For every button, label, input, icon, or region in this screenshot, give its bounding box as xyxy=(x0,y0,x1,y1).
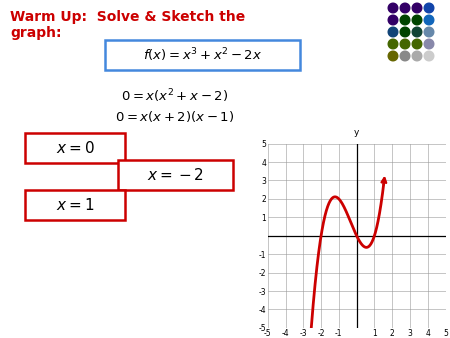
Circle shape xyxy=(412,39,422,49)
Circle shape xyxy=(400,15,410,25)
Circle shape xyxy=(412,51,422,61)
Circle shape xyxy=(388,51,398,61)
Bar xyxy=(25,190,125,220)
Bar xyxy=(118,160,233,190)
Circle shape xyxy=(424,27,434,37)
Circle shape xyxy=(388,3,398,13)
Text: Warm Up:  Solve & Sketch the: Warm Up: Solve & Sketch the xyxy=(10,10,245,24)
Text: $0 = x(x + 2)(x - 1)$: $0 = x(x + 2)(x - 1)$ xyxy=(116,108,234,123)
Text: y: y xyxy=(354,128,359,137)
Bar xyxy=(25,133,125,163)
Circle shape xyxy=(388,27,398,37)
Text: $x = -2$: $x = -2$ xyxy=(147,167,204,183)
Circle shape xyxy=(400,39,410,49)
Circle shape xyxy=(400,3,410,13)
Circle shape xyxy=(424,15,434,25)
Text: graph:: graph: xyxy=(10,26,62,40)
Circle shape xyxy=(412,3,422,13)
Circle shape xyxy=(400,27,410,37)
Text: $0 = x(x^2 + x - 2)$: $0 = x(x^2 + x - 2)$ xyxy=(122,87,229,105)
Circle shape xyxy=(424,51,434,61)
Bar xyxy=(105,40,300,70)
Circle shape xyxy=(424,39,434,49)
Text: $x = 0$: $x = 0$ xyxy=(56,140,94,156)
Circle shape xyxy=(412,15,422,25)
Circle shape xyxy=(424,3,434,13)
Circle shape xyxy=(388,39,398,49)
Text: $f(x) = x^3 + x^2 - 2x$: $f(x) = x^3 + x^2 - 2x$ xyxy=(143,46,262,64)
Circle shape xyxy=(388,15,398,25)
Circle shape xyxy=(412,27,422,37)
Circle shape xyxy=(400,51,410,61)
Text: $x = 1$: $x = 1$ xyxy=(56,197,94,213)
